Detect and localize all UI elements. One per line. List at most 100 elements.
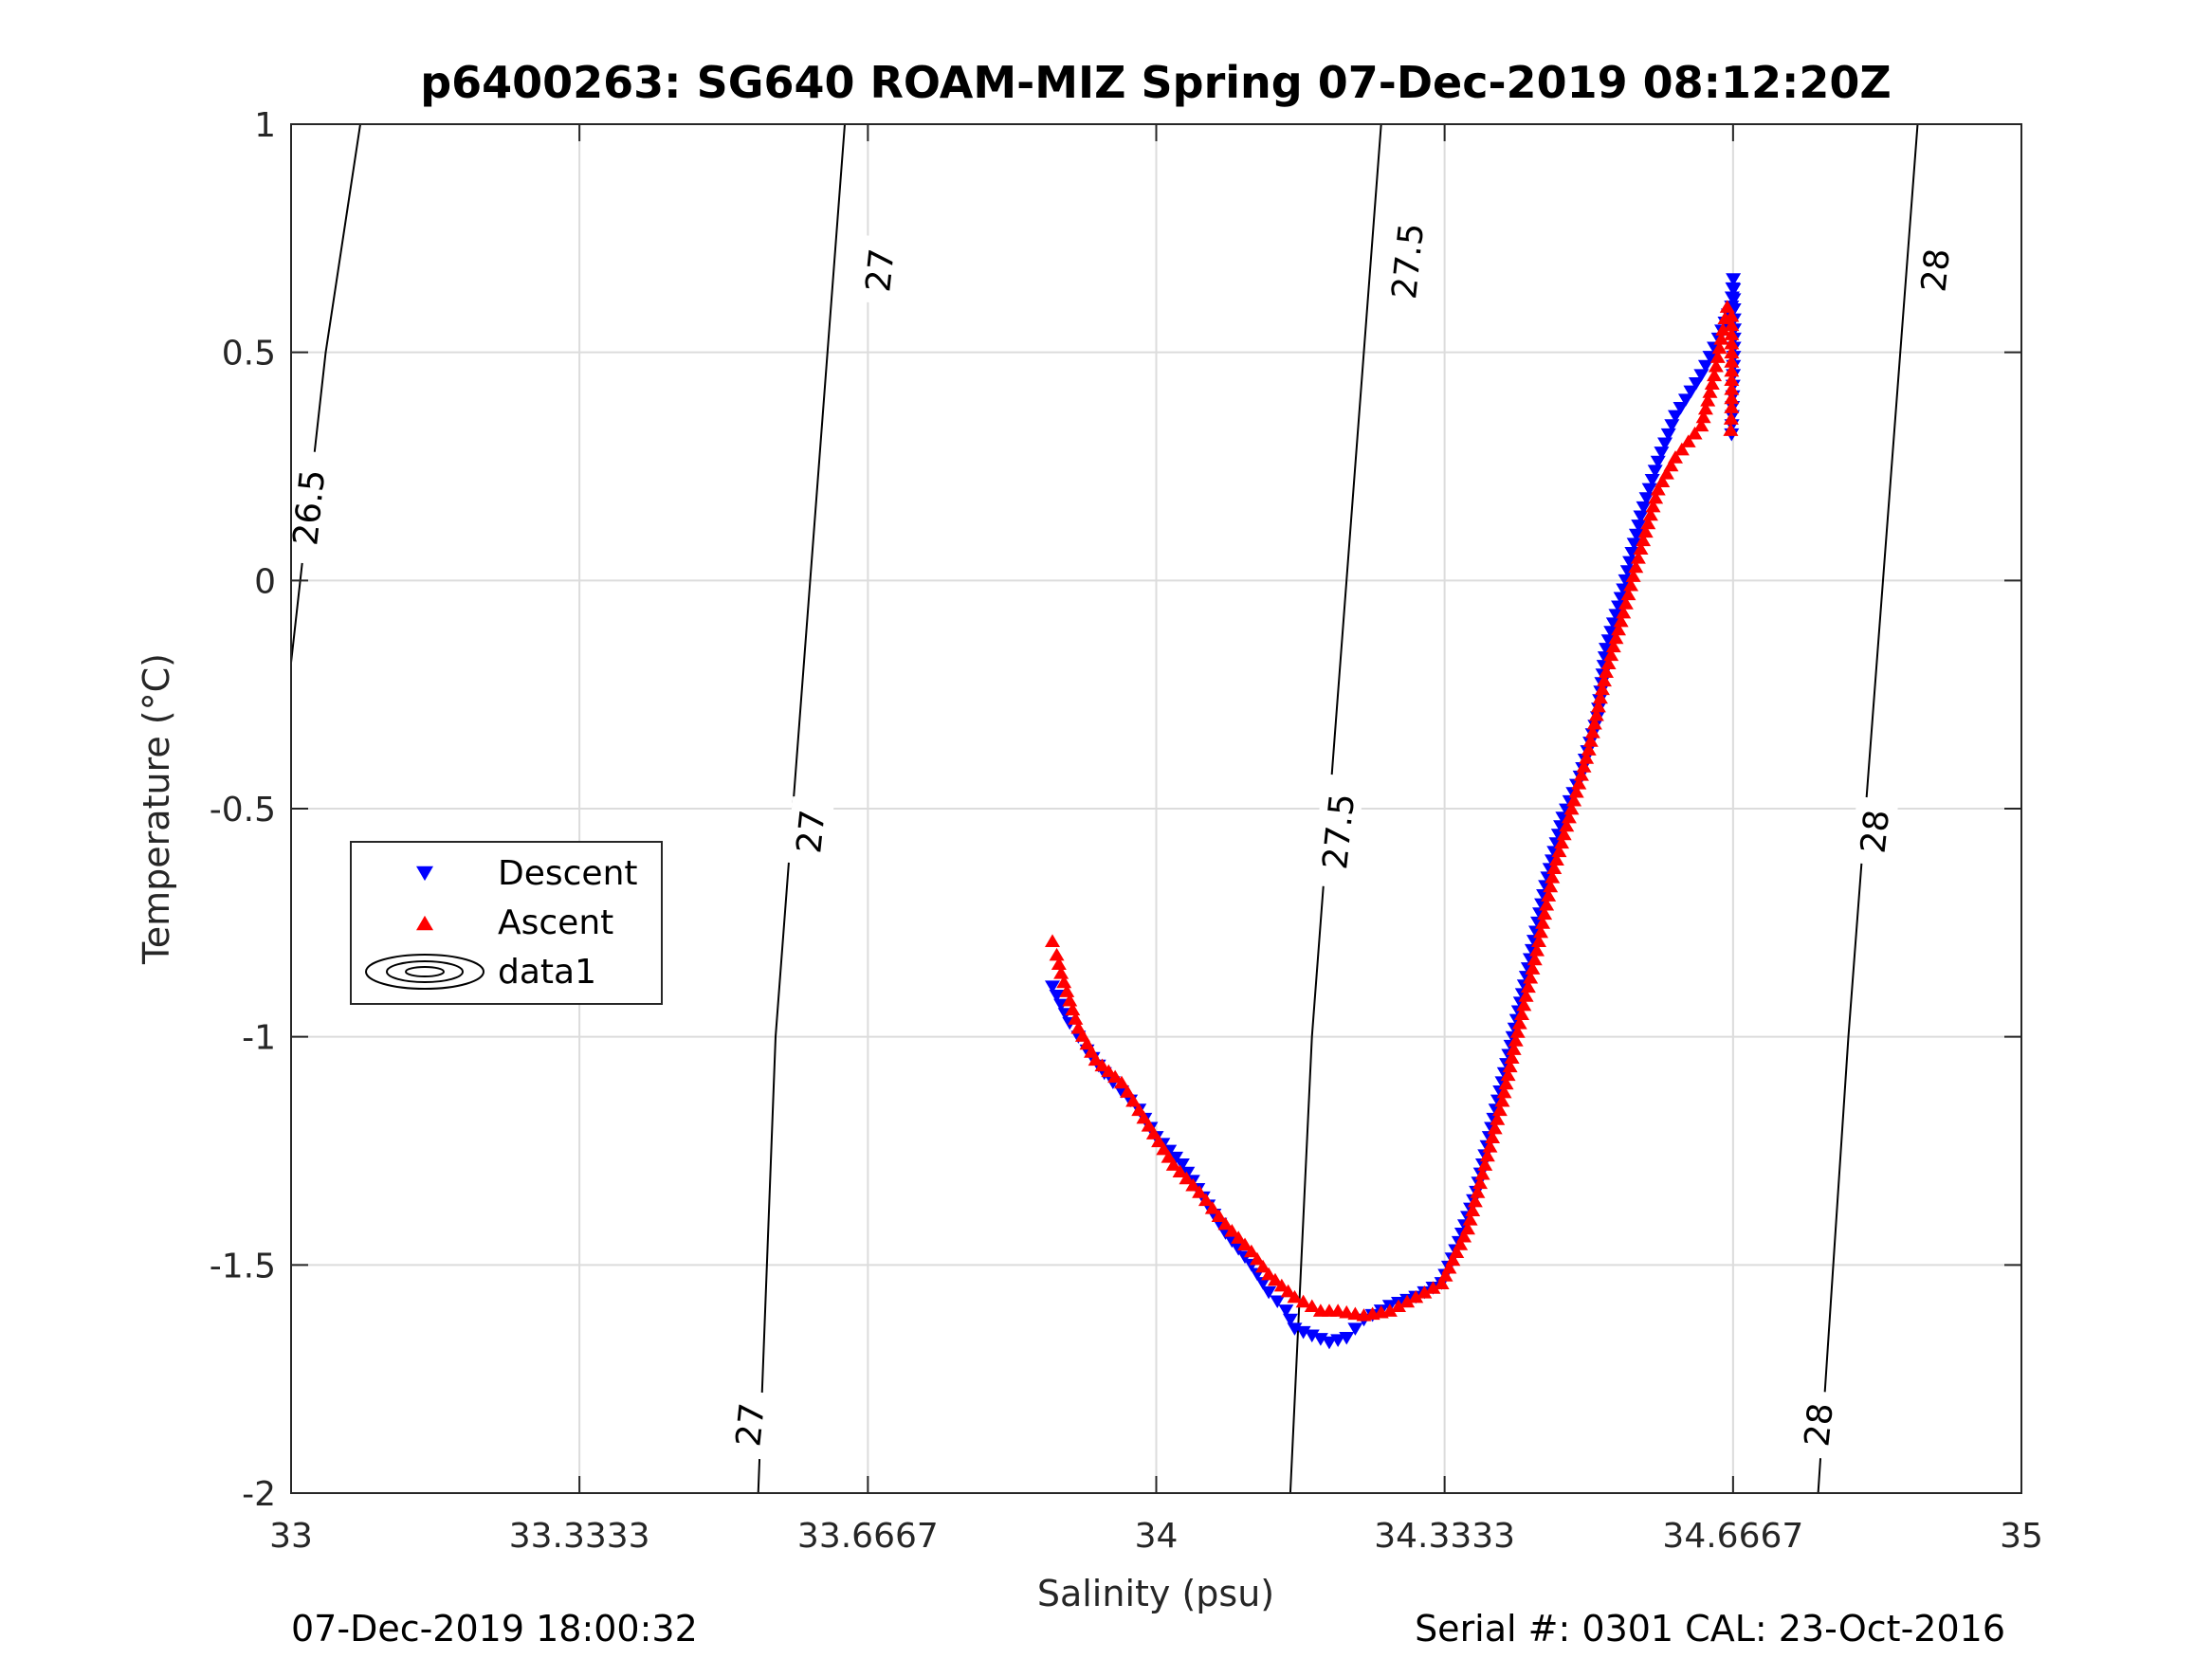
ascent-point [1637,524,1654,538]
ascent-point [1523,970,1539,984]
ascent-point [1211,1209,1227,1222]
y-tick-label: -0.5 [210,791,276,830]
ascent-point [1535,916,1551,929]
descent-point [1636,501,1652,515]
ascent-point [1658,466,1674,480]
ascent-point [1537,906,1553,921]
ascent-point [1613,613,1629,628]
ascent-point [1642,507,1658,521]
ascent-point [1608,630,1624,645]
ascent-point [1261,1267,1277,1281]
ascent-point [1525,961,1541,975]
ascent-point [1467,1194,1483,1208]
ascent-point [1287,1289,1303,1304]
ascent-point [1204,1200,1220,1214]
x-tick-label: 34.3333 [1374,1517,1515,1556]
legend-ascent-label: Ascent [498,903,613,942]
ascent-point [1062,993,1078,1007]
ascent-point [1640,516,1656,530]
ascent-point [1654,474,1671,488]
y-tick-label: 0 [254,562,276,601]
ascent-point [1088,1052,1104,1066]
contour-label: 27 [859,246,903,294]
contour-label-bg [1910,234,1960,306]
y-tick-label: -2 [242,1475,276,1514]
ascent-point [1485,1130,1501,1143]
ascent-point [1508,1033,1524,1047]
ascent-point [1724,363,1740,377]
ascent-point [1707,368,1723,382]
ascent-point [1723,423,1739,436]
contour-label-bg [1311,774,1365,890]
x-tick-label: 33.6667 [797,1517,939,1556]
contour-label-bg [1850,795,1899,867]
ascent-point [1520,979,1536,994]
descent-point [1174,1158,1190,1172]
contour-label-bg [282,449,336,566]
ascent-point [1474,1166,1490,1180]
descent-point [1683,385,1699,399]
ascent-point [1514,1007,1530,1020]
contour-label-bg [725,1389,775,1460]
ascent-point [1437,1268,1453,1282]
ascent-point [1616,605,1632,619]
ascent-point [1648,490,1664,504]
ascent-point [1582,734,1599,747]
ascent-point [1518,989,1534,1002]
descent-point [1644,474,1660,487]
descent-point [1278,1304,1294,1318]
x-tick-label: 35 [2000,1517,2043,1556]
ascent-point [1172,1164,1188,1178]
ascent-point [1056,975,1072,989]
y-tick-label: 0.5 [222,335,276,374]
ascent-point [1590,699,1606,713]
ascent-point [1636,533,1652,547]
ascent-point [1425,1281,1441,1294]
ascent-point [1408,1289,1424,1304]
ascent-point [1339,1304,1355,1319]
ascent-point [1584,725,1600,738]
ascent-point [1101,1064,1117,1078]
ascent-point [1456,1229,1472,1243]
footer-serial-cal: Serial #: 0301 CAL: 23-Oct-2016 [1415,1608,2005,1650]
ascent-point [1724,355,1740,368]
descent-point [1626,538,1642,552]
footer-timestamp: 07-Dec-2019 18:00:32 [291,1608,698,1650]
descent-point [1668,410,1683,424]
ascent-point [1237,1237,1253,1251]
ascent-point [1531,934,1547,947]
ascent-point [1724,336,1740,350]
ascent-point [1600,656,1617,670]
descent-point [1638,492,1654,505]
descent-point [1312,1333,1328,1346]
ascent-point [1224,1224,1240,1237]
ascent-point [1434,1276,1450,1289]
legend-descent-marker-shape [416,866,433,882]
ascent-point [1053,966,1069,979]
descent-point [1633,510,1649,524]
ascent-point [1243,1244,1259,1258]
descent-point [1339,1331,1355,1345]
ascent-point [1630,551,1646,564]
ascent-point [1347,1306,1363,1321]
descent-point [1726,273,1742,286]
ascent-point [1680,434,1696,447]
ascent-point [1114,1075,1129,1089]
ascent-point [1472,1176,1489,1190]
ascent-point [1566,793,1582,807]
ascent-point [1724,391,1740,405]
x-tick-label: 33 [269,1517,313,1556]
contour-label: 27.5 [1385,222,1432,301]
ascent-point [1645,499,1661,513]
legend-descent-label: Descent [498,854,638,893]
ascent-point [1506,1042,1522,1055]
contour-label: 28 [1855,808,1898,855]
ascent-point [1650,482,1666,496]
ascent-point [1559,818,1575,832]
ascent-point [1217,1216,1234,1231]
contour-label: 26.5 [286,467,333,547]
ascent-point [1511,1016,1527,1030]
descent-point [1255,1277,1271,1290]
ascent-point [1049,947,1065,961]
